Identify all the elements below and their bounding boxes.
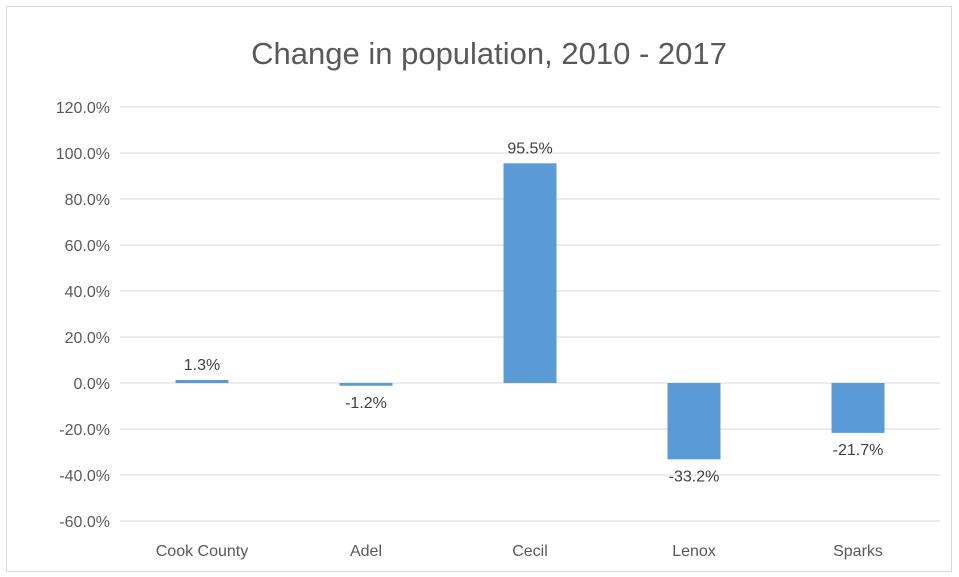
bars	[175, 163, 885, 460]
y-tick-label: -40.0%	[59, 468, 110, 485]
y-tick-label: 100.0%	[56, 146, 110, 163]
bar-sparks	[831, 383, 885, 433]
chart-frame	[6, 6, 952, 572]
data-label: -21.7%	[833, 442, 884, 459]
x-category-label: Lenox	[672, 543, 716, 560]
data-label: -1.2%	[345, 395, 387, 412]
y-tick-label: 80.0%	[65, 192, 110, 209]
bar-cook-county	[175, 380, 229, 383]
y-tick-label: 120.0%	[56, 100, 110, 117]
y-tick-label: 0.0%	[74, 376, 110, 393]
x-category-label: Cook County	[156, 543, 249, 560]
gridlines	[120, 106, 940, 522]
data-label: -33.2%	[669, 468, 720, 485]
x-category-label: Cecil	[512, 543, 548, 560]
y-tick-label: -60.0%	[59, 514, 110, 531]
y-tick-label: 40.0%	[65, 284, 110, 301]
bar-adel	[339, 383, 393, 386]
x-axis-categories: Cook County Adel Cecil Lenox Sparks	[156, 543, 883, 560]
data-labels: 1.3% -1.2% 95.5% -33.2% -21.7%	[184, 140, 884, 485]
bar-lenox	[667, 383, 721, 460]
data-label: 1.3%	[184, 357, 220, 374]
x-category-label: Sparks	[833, 543, 883, 560]
y-tick-label: 20.0%	[65, 330, 110, 347]
y-axis-ticks: 120.0% 100.0% 80.0% 60.0% 40.0% 20.0% 0.0% -20.…	[56, 100, 110, 531]
data-label: 95.5%	[507, 140, 552, 157]
y-tick-label: -20.0%	[59, 422, 110, 439]
x-category-label: Adel	[350, 543, 382, 560]
chart-title: Change in population, 2010 - 2017	[251, 36, 727, 71]
bar-cecil	[503, 163, 557, 383]
y-tick-label: 60.0%	[65, 238, 110, 255]
